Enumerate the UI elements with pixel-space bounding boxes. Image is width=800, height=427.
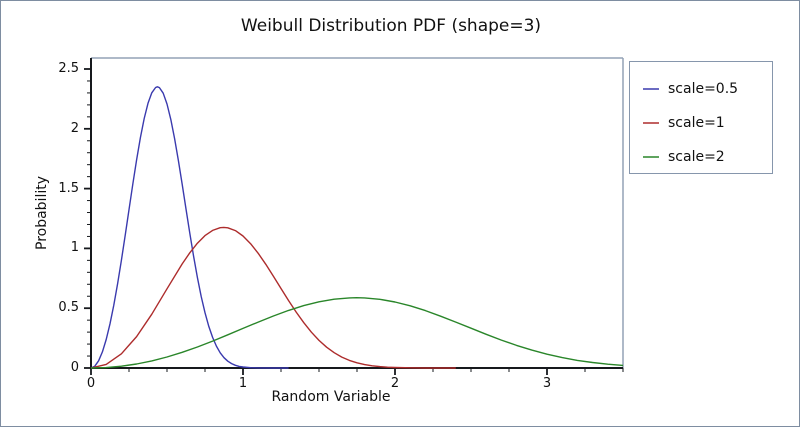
x-tick-label-2: 2: [390, 376, 400, 391]
legend-item-label: scale=2: [668, 149, 725, 165]
legend-line-swatch-blue: [643, 88, 659, 90]
y-tick-label-2.5: 2.5: [58, 61, 79, 76]
legend-item: scale=1: [643, 112, 772, 134]
x-tick-label-3: 3: [542, 376, 552, 391]
y-tick-label-1: 1: [70, 240, 79, 256]
legend-line-swatch-red: [643, 122, 659, 124]
curve-scale-1: [90, 226, 456, 369]
legend-item-label: scale=1: [668, 115, 725, 131]
x-tick-label-0: 0: [86, 376, 96, 391]
x-tick-label-1: 1: [238, 376, 248, 391]
legend-item-label: scale=0.5: [668, 81, 739, 97]
y-tick-label-2: 2: [70, 120, 79, 136]
legend-item: scale=0.5: [643, 78, 772, 100]
y-tick-label-0.5: 0.5: [58, 300, 79, 316]
chart-title: Weibull Distribution PDF (shape=3): [240, 16, 542, 36]
curve-scale-2: [90, 297, 624, 369]
legend-line-swatch-green: [643, 156, 659, 158]
x-axis-label: Random Variable: [271, 389, 391, 405]
y-tick-label-0: 0: [70, 360, 79, 375]
curve-scale-0.5: [90, 86, 289, 369]
legend-item: scale=2: [643, 146, 772, 168]
y-tick-label-1.5: 1.5: [58, 180, 79, 196]
legend: scale=0.5 scale=1 scale=2: [629, 61, 773, 174]
